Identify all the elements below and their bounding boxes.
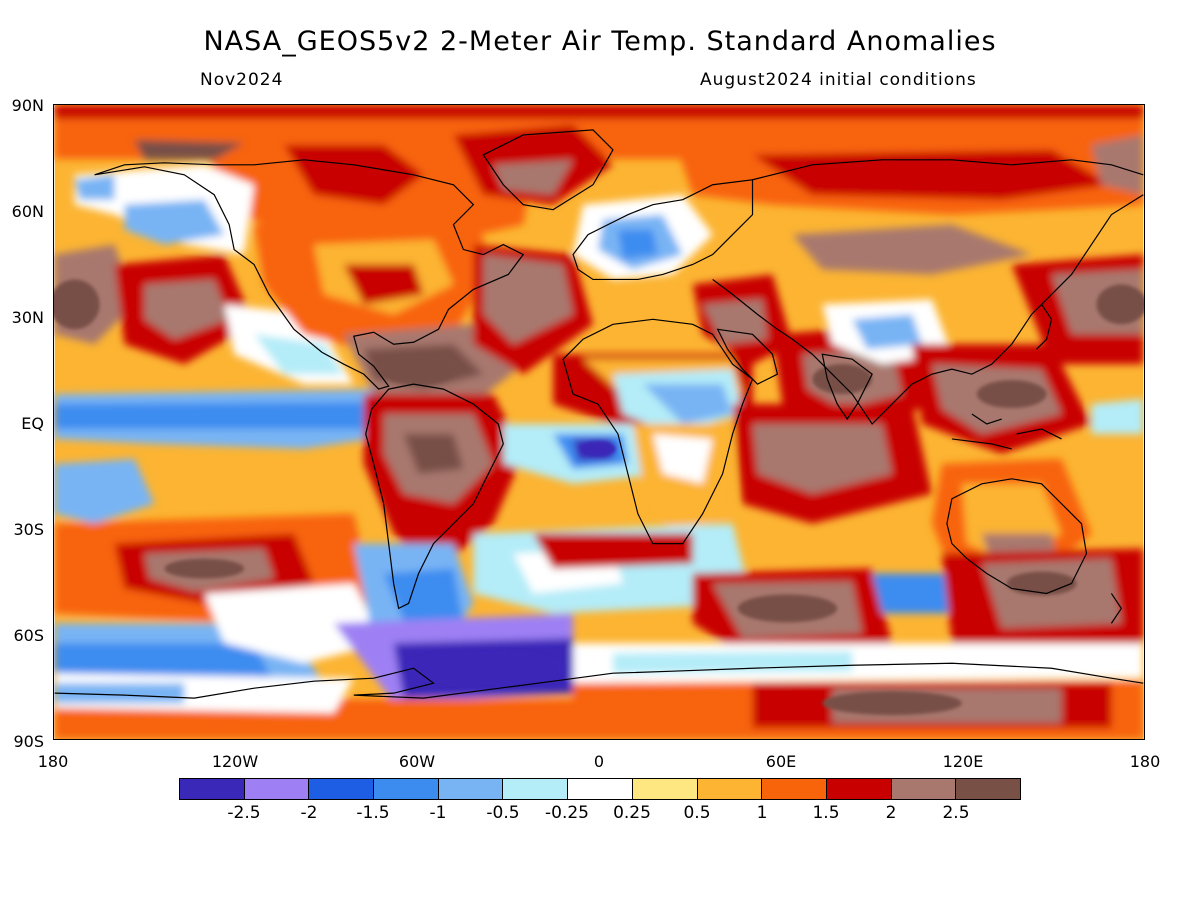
colorbar-swatch xyxy=(568,779,633,799)
colorbar-swatch xyxy=(826,779,892,799)
colorbar-label: 2.5 xyxy=(942,803,970,823)
colorbar-label: 0.25 xyxy=(613,803,651,823)
anomaly-accents xyxy=(54,279,1144,716)
colorbar-swatch xyxy=(374,779,439,799)
lon-label-120e: 120E xyxy=(942,752,984,771)
colorbar-swatch xyxy=(632,779,698,799)
colorbar-label: -1 xyxy=(429,803,447,823)
colorbar-swatch xyxy=(762,779,827,799)
colorbar-swatch xyxy=(956,779,1020,799)
colorbar-swatch xyxy=(697,779,763,799)
anomaly-map xyxy=(53,104,1145,740)
lon-label-60w: 60W xyxy=(398,752,436,771)
lat-label-30s: 30S xyxy=(13,520,44,539)
colorbar-swatch xyxy=(503,779,569,799)
colorbar-swatch xyxy=(309,779,375,799)
valid-month-label: Nov2024 xyxy=(200,70,284,90)
colorbar xyxy=(179,778,1021,800)
lat-label-30n: 30N xyxy=(11,308,44,327)
colorbar-label: 0.5 xyxy=(683,803,711,823)
init-conditions-label: August2024 initial conditions xyxy=(700,70,977,90)
colorbar-label: 2 xyxy=(885,803,897,823)
map-title: NASA_GEOS5v2 2-Meter Air Temp. Standard … xyxy=(203,26,997,57)
colorbar-swatch xyxy=(438,779,504,799)
lon-label-0: 0 xyxy=(593,752,605,771)
lat-label-60n: 60N xyxy=(11,202,44,221)
colorbar-label: -0.5 xyxy=(486,803,520,823)
colorbar-label: -2 xyxy=(300,803,318,823)
lat-label-eq: EQ xyxy=(21,414,44,433)
lon-label-180e: 180 xyxy=(1129,752,1161,771)
lon-label-60e: 60E xyxy=(765,752,797,771)
lon-label-120w: 120W xyxy=(211,752,259,771)
lat-label-60s: 60S xyxy=(13,626,44,645)
lat-label-90n: 90N xyxy=(11,96,44,115)
colorbar-label: -2.5 xyxy=(227,803,261,823)
lon-label-180w: 180 xyxy=(37,752,69,771)
colorbar-swatch xyxy=(180,779,245,799)
anomaly-map-svg xyxy=(54,105,1144,739)
colorbar-label: -0.25 xyxy=(545,803,589,823)
colorbar-label: -1.5 xyxy=(356,803,390,823)
lat-label-90s: 90S xyxy=(13,732,44,751)
colorbar-label: 1 xyxy=(756,803,768,823)
colorbar-swatch xyxy=(891,779,957,799)
coastlines xyxy=(54,129,1144,699)
colorbar-label: 1.5 xyxy=(812,803,840,823)
colorbar-swatch xyxy=(244,779,310,799)
